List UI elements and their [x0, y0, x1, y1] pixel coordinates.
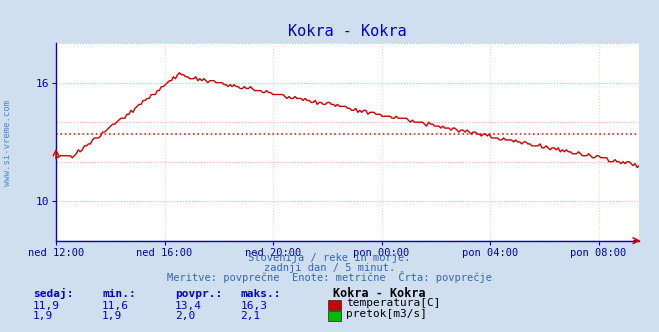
- Text: temperatura[C]: temperatura[C]: [346, 298, 440, 308]
- Text: min.:: min.:: [102, 289, 136, 299]
- Text: maks.:: maks.:: [241, 289, 281, 299]
- Title: Kokra - Kokra: Kokra - Kokra: [288, 24, 407, 39]
- Text: 16,3: 16,3: [241, 301, 268, 311]
- Text: povpr.:: povpr.:: [175, 289, 222, 299]
- Text: www.si-vreme.com: www.si-vreme.com: [3, 100, 13, 186]
- Text: 11,6: 11,6: [102, 301, 129, 311]
- Text: 1,9: 1,9: [102, 311, 123, 321]
- Text: 13,4: 13,4: [175, 301, 202, 311]
- Text: sedaj:: sedaj:: [33, 288, 73, 299]
- Text: 2,1: 2,1: [241, 311, 261, 321]
- Text: zadnji dan / 5 minut.: zadnji dan / 5 minut.: [264, 263, 395, 273]
- Text: Meritve: povprečne  Enote: metrične  Črta: povprečje: Meritve: povprečne Enote: metrične Črta:…: [167, 271, 492, 283]
- Text: 1,9: 1,9: [33, 311, 53, 321]
- Text: Kokra - Kokra: Kokra - Kokra: [333, 287, 426, 300]
- Text: 2,0: 2,0: [175, 311, 195, 321]
- Text: pretok[m3/s]: pretok[m3/s]: [346, 309, 427, 319]
- Text: 11,9: 11,9: [33, 301, 60, 311]
- Text: Slovenija / reke in morje.: Slovenija / reke in morje.: [248, 253, 411, 263]
